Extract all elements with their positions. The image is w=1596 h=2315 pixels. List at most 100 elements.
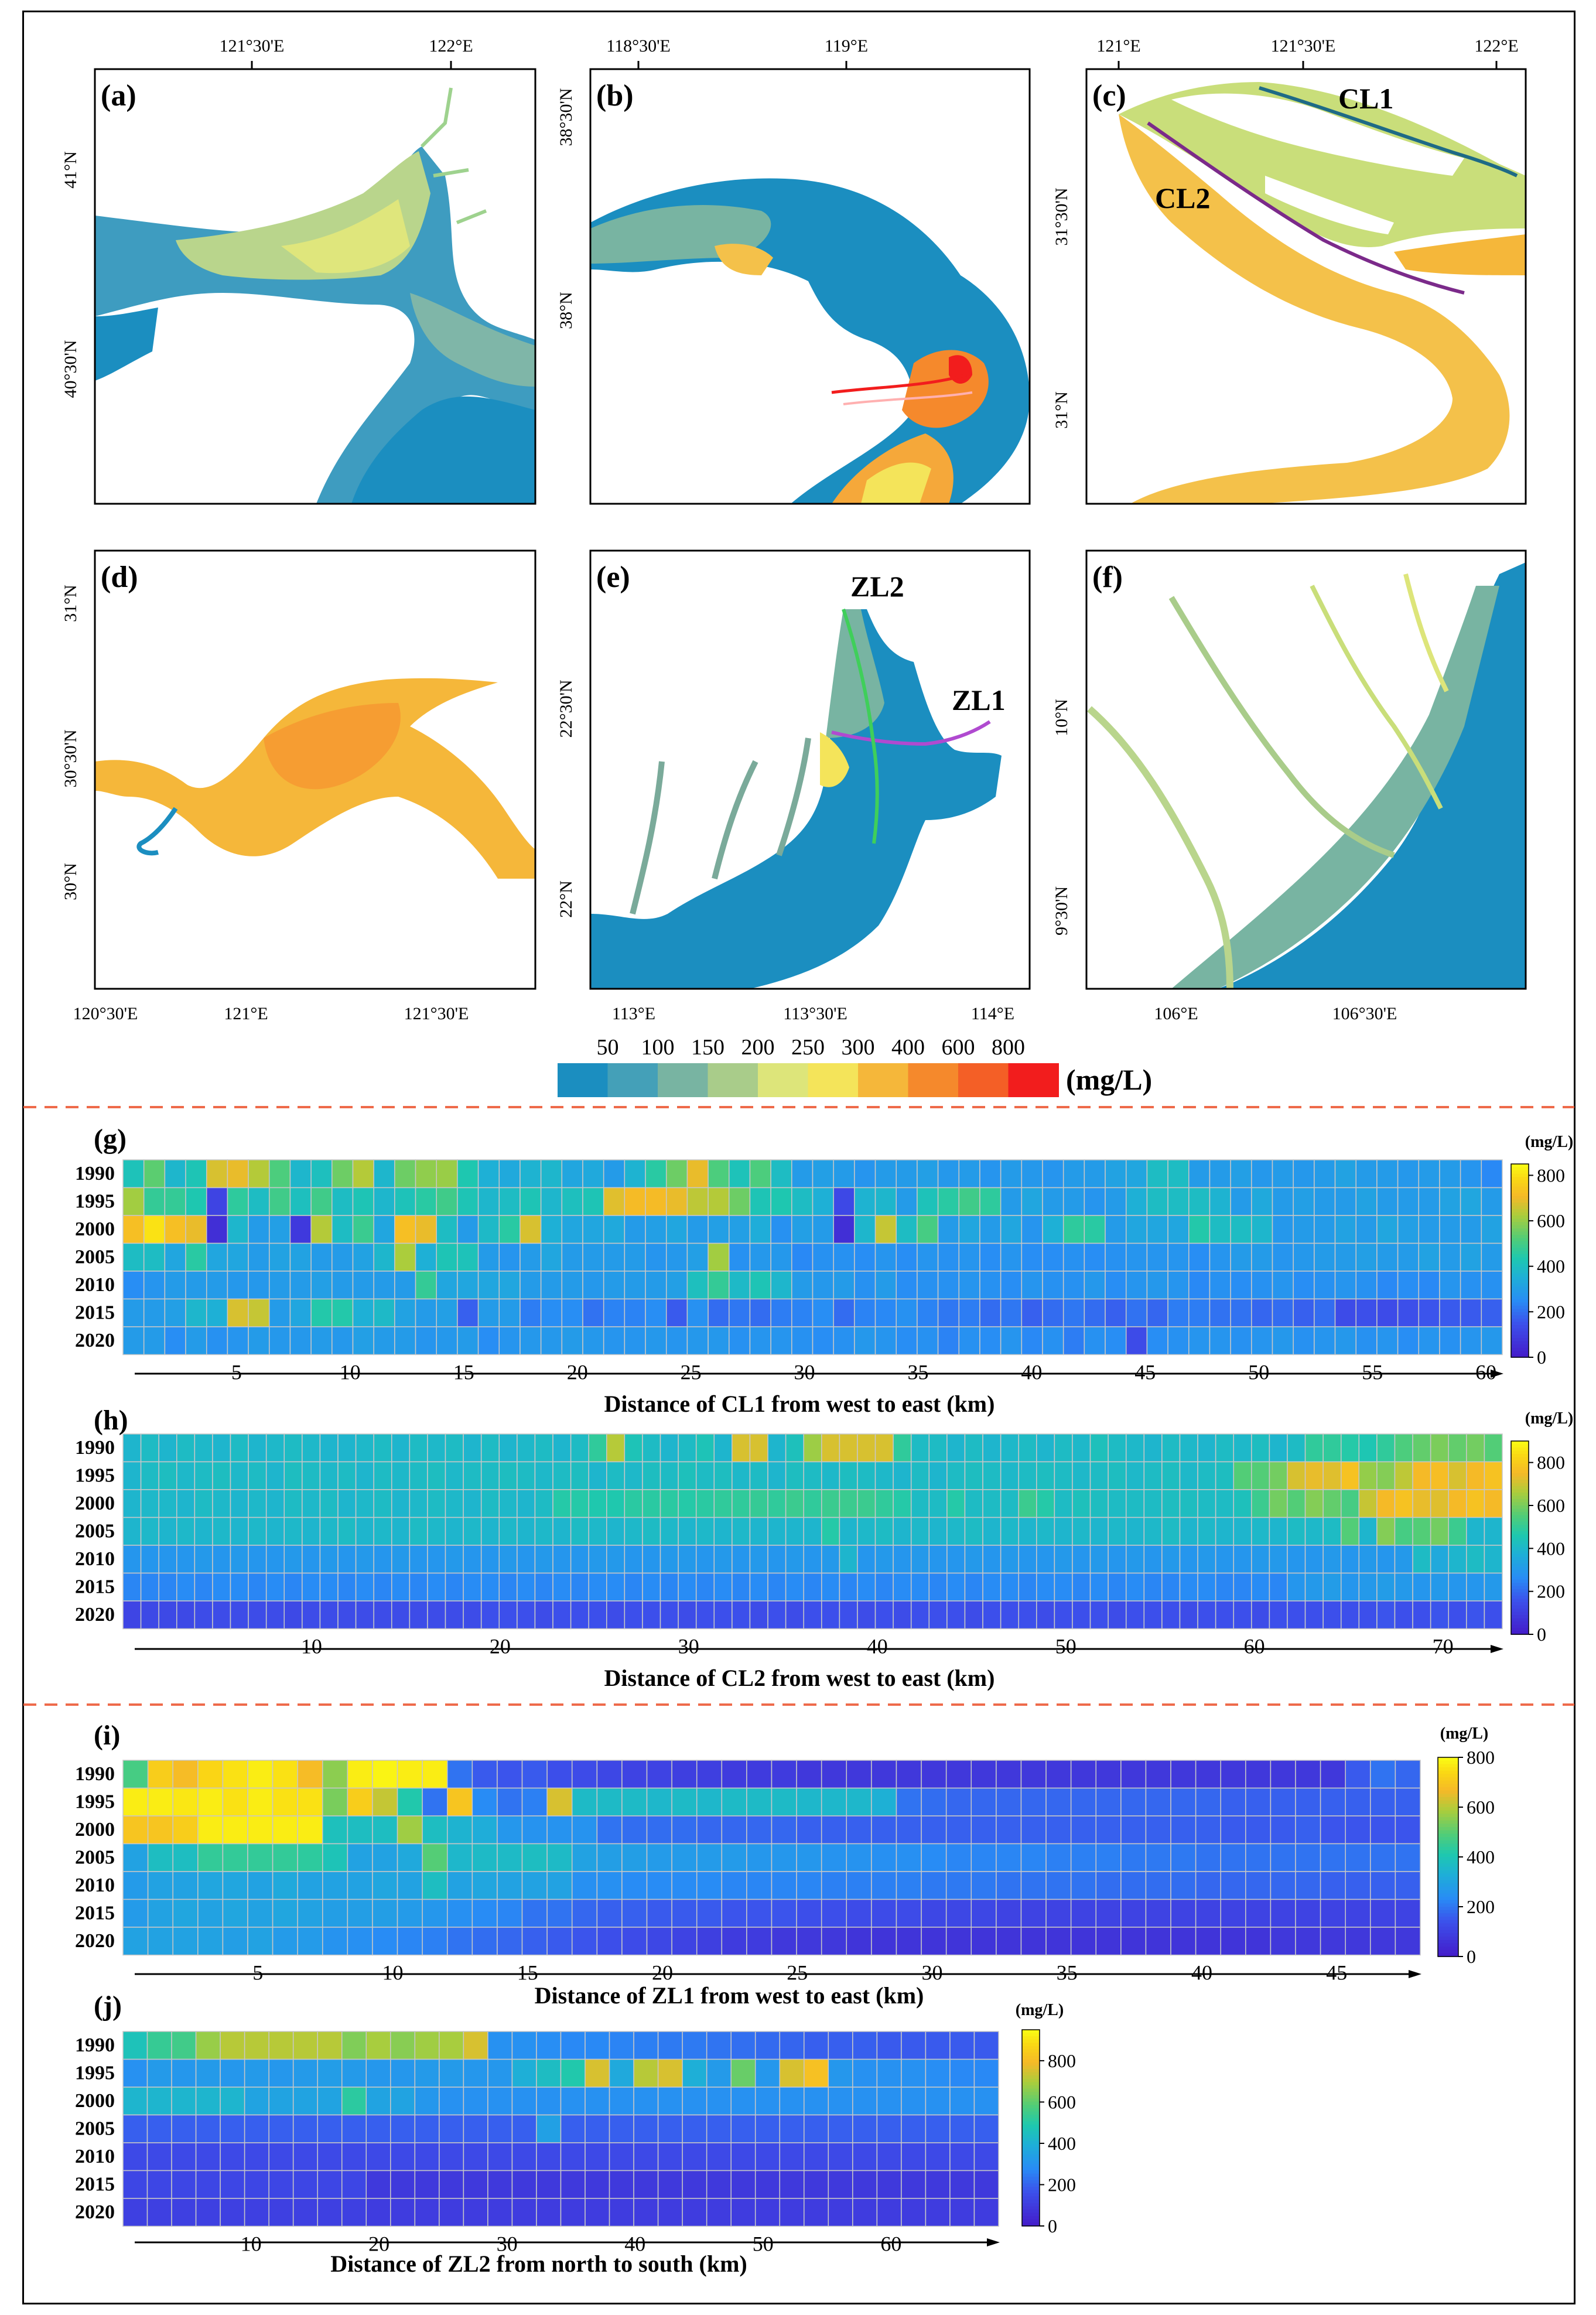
heatmap-cell	[1370, 1899, 1396, 1928]
colorbar-segment	[1511, 1579, 1529, 1583]
heatmap-cell	[372, 1871, 398, 1900]
heatmap-cell	[427, 1517, 446, 1546]
heatmap-cell	[122, 2031, 148, 2060]
heatmap-cell	[1020, 1815, 1047, 1845]
heatmap-cell	[1095, 1760, 1122, 1789]
legend-label-5: 300	[842, 1035, 875, 1060]
heatmap-cell	[517, 1572, 536, 1602]
heatmap-cell	[746, 1815, 773, 1845]
heatmap-cell	[222, 1843, 248, 1872]
heatmap-cell	[1376, 1545, 1396, 1574]
heatmap-cell	[828, 2198, 853, 2227]
heatmap-cell	[982, 1517, 1002, 1546]
heatmap-cell	[197, 1760, 224, 1789]
heatmap-cell	[534, 1461, 553, 1490]
heatmap-cell	[996, 1760, 1022, 1789]
heatmap-cell	[269, 1242, 291, 1272]
heatmap-cell	[172, 1843, 199, 1872]
heatmap-cell	[397, 1871, 423, 1900]
heatmap-cell	[730, 2198, 756, 2227]
heatmap-cell	[1197, 1600, 1216, 1630]
heatmap-cell	[1161, 1489, 1181, 1518]
year-label: 1995	[75, 2063, 115, 2084]
heatmap-cell	[665, 1242, 688, 1272]
map-panel-frames	[94, 68, 1527, 990]
heatmap-cell	[624, 1572, 643, 1602]
heatmap-cell	[447, 1787, 473, 1817]
heatmap-cell	[322, 1899, 348, 1928]
heatmap-cell	[917, 1187, 939, 1216]
heatmap-cell	[540, 1326, 563, 1355]
map-color-legend: 50 100 150 200 250 300 400 600 800	[558, 1035, 1059, 1097]
heatmap-cell	[227, 1298, 249, 1327]
colorbar-segment	[1438, 1910, 1458, 1914]
heatmap-cell	[964, 1461, 983, 1490]
heatmap-cell	[352, 1298, 374, 1327]
year-label: 2020	[75, 1330, 115, 1351]
heatmap-cell	[517, 1545, 536, 1574]
heatmap-cell	[642, 1600, 661, 1630]
heatmap-cell	[289, 1271, 312, 1300]
heatmap-cell	[1042, 1326, 1064, 1355]
heatmap-cell	[570, 1545, 589, 1574]
heatmap-cell	[498, 1187, 521, 1216]
tick-d-left-0: 31°N	[61, 585, 80, 622]
colorbar-segment	[1022, 2098, 1040, 2102]
heatmap-cell	[1334, 1326, 1356, 1355]
heatmap-cell	[846, 1899, 872, 1928]
year-label: 1995	[75, 1791, 115, 1813]
heatmap-cell	[696, 1927, 723, 1956]
heatmap-cell	[896, 1927, 922, 1956]
colorbar-segment	[1438, 1787, 1458, 1791]
heatmap-cell	[754, 2142, 780, 2171]
heatmap-cell	[540, 1298, 563, 1327]
heatmap-cell	[373, 1215, 395, 1244]
heatmap-cell	[414, 2058, 440, 2088]
colorbar-segment	[1438, 1820, 1458, 1825]
heatmap-cell	[195, 2114, 221, 2143]
heatmap-cell	[996, 1871, 1022, 1900]
heatmap-cell	[122, 1461, 142, 1490]
heatmap-cell	[696, 1899, 723, 1928]
heatmap-cell	[609, 2031, 634, 2060]
heatmap-cell	[310, 1159, 333, 1189]
heatmap-cell	[713, 1572, 733, 1602]
heatmap-cell	[852, 2114, 878, 2143]
year-label: 2005	[75, 2118, 115, 2140]
heatmap-cell	[982, 1572, 1002, 1602]
heatmap-cell	[917, 1242, 939, 1272]
colorbar-segment	[1022, 2046, 1040, 2050]
heatmap-cell	[1000, 1215, 1023, 1244]
heatmap-cell	[1270, 1760, 1296, 1789]
heatmap-cell	[596, 1815, 623, 1845]
tick-f-left-1: 9°30'N	[1052, 886, 1071, 935]
colorbar-segment	[1438, 1917, 1458, 1921]
heatmap-cell	[302, 1572, 321, 1602]
heatmap-cell	[874, 1461, 894, 1490]
heatmap-cell	[552, 1545, 572, 1574]
heatmap-cell	[352, 1326, 374, 1355]
heatmap-cell	[603, 1298, 626, 1327]
heatmap-cell	[582, 1242, 604, 1272]
heatmap-cell	[480, 1545, 500, 1574]
heatmap-cell	[248, 1187, 270, 1216]
heatmap-cell	[140, 1489, 159, 1518]
heatmap-cell	[624, 1545, 643, 1574]
heatmap-cell	[937, 1159, 960, 1189]
heatmap-cell	[1272, 1215, 1294, 1244]
colorbar-segment	[1511, 1457, 1529, 1461]
heatmap-cell	[779, 2031, 805, 2060]
heatmap-cell	[871, 1787, 897, 1817]
colorbar-tick-label: 0	[1467, 1946, 1476, 1967]
heatmap-cell	[713, 1489, 733, 1518]
heatmap-cell	[1376, 1489, 1396, 1518]
heatmap-cell	[536, 2142, 562, 2171]
heatmap-cell	[665, 1187, 688, 1216]
heatmap-cell	[603, 1242, 626, 1272]
heatmap-cell	[624, 1517, 643, 1546]
heatmap-cell	[394, 1242, 416, 1272]
heatmap-cell	[498, 1159, 521, 1189]
heatmap-cell	[779, 2198, 805, 2227]
heatmap-label: (h)	[94, 1405, 128, 1436]
